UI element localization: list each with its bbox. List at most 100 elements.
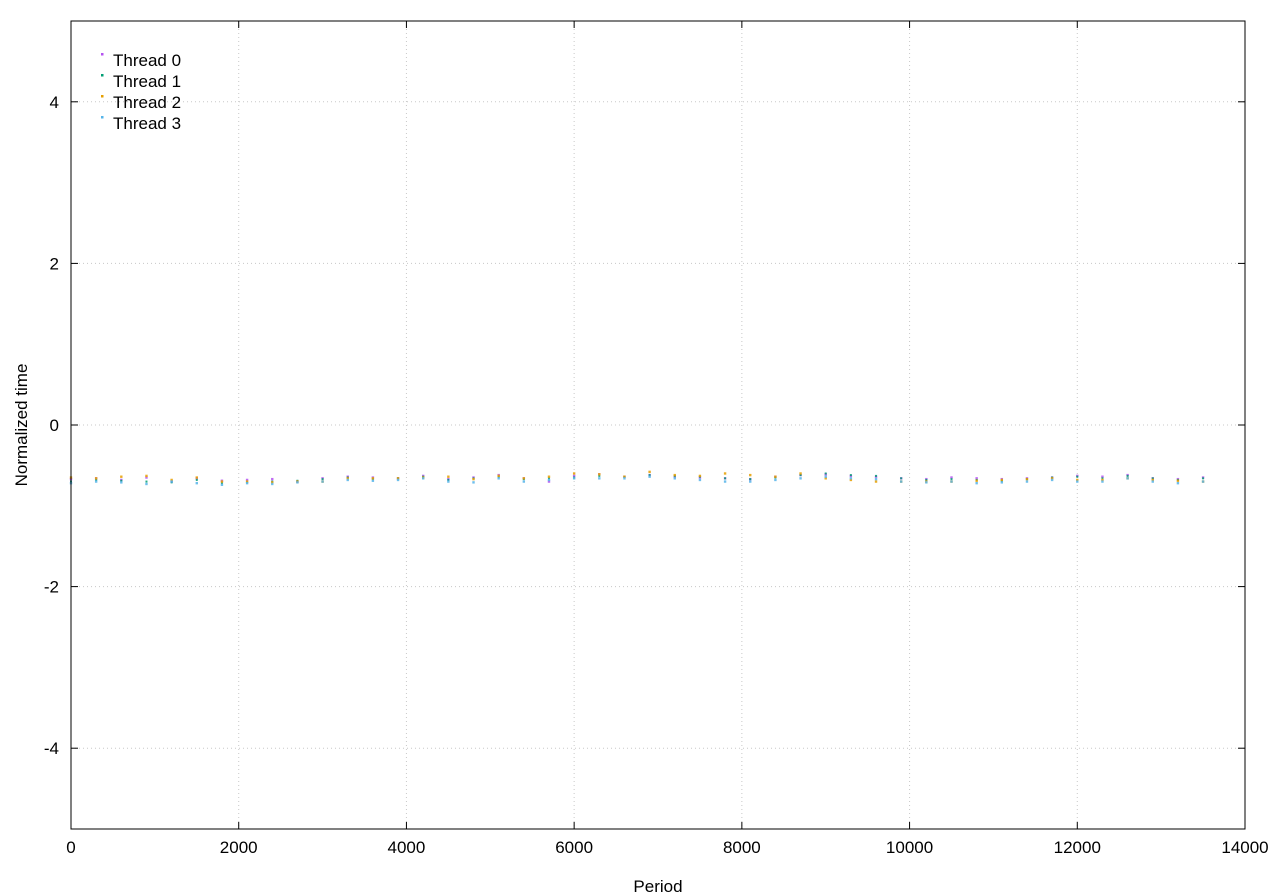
series-thread-1 <box>70 472 1205 485</box>
data-point <box>396 478 400 482</box>
data-point <box>1101 475 1104 478</box>
x-axis-title: Period <box>633 877 682 896</box>
data-point <box>950 476 953 479</box>
data-point <box>648 474 651 477</box>
data-point <box>723 472 727 475</box>
data-point <box>572 477 576 480</box>
data-point <box>774 475 777 478</box>
data-point <box>950 480 953 483</box>
data-point <box>422 477 425 480</box>
axis-ticks: 0 2000 4000 6000 8000 10000 12000 14000 -4 -2 0 2 4 <box>44 21 1269 857</box>
data-point <box>447 475 450 478</box>
data-point <box>371 477 375 480</box>
x-tick-label: 4000 <box>388 838 426 857</box>
data-point <box>824 477 827 480</box>
data-point <box>1076 475 1079 478</box>
data-point <box>321 478 324 481</box>
data-point <box>145 480 148 483</box>
data-point <box>1126 474 1129 477</box>
data-point <box>1201 480 1205 483</box>
data-point <box>497 474 500 478</box>
data-point <box>547 477 550 480</box>
x-tick-label: 8000 <box>723 838 761 857</box>
data-point <box>94 480 98 483</box>
data-point <box>245 481 249 485</box>
legend-label: Thread 1 <box>113 72 181 91</box>
legend-marker <box>101 74 104 77</box>
data-point <box>296 481 299 484</box>
data-point <box>472 477 475 481</box>
legend: Thread 0 Thread 1 Thread 2 Thread 3 <box>101 51 181 133</box>
data-point <box>799 474 802 477</box>
legend-label: Thread 3 <box>113 114 181 133</box>
data-point <box>1101 477 1104 480</box>
data-point <box>220 483 224 486</box>
data-point <box>648 475 651 478</box>
data-point <box>1151 478 1154 482</box>
legend-label: Thread 2 <box>113 93 181 112</box>
data-point <box>447 478 450 481</box>
y-axis-title: Normalized time <box>12 364 31 487</box>
data-point <box>975 479 978 482</box>
y-tick-label: 2 <box>50 254 59 273</box>
data-point <box>698 478 702 482</box>
data-point <box>900 477 903 480</box>
data-point <box>271 482 274 486</box>
data-point <box>220 482 223 485</box>
data-point <box>899 480 903 483</box>
data-point <box>849 474 852 477</box>
data-point <box>346 478 349 482</box>
data-point <box>95 478 98 481</box>
data-point <box>673 477 676 480</box>
data-point <box>1176 479 1180 482</box>
grid <box>71 21 1245 829</box>
data-point <box>195 478 198 481</box>
data-point <box>522 477 526 480</box>
data-point <box>1000 478 1004 482</box>
y-tick-label: 4 <box>50 93 59 112</box>
data-point <box>975 477 978 480</box>
data-point <box>120 479 123 482</box>
data-point <box>145 476 148 479</box>
data-point <box>145 474 148 478</box>
series-thread-2 <box>69 470 1205 484</box>
data-point <box>245 480 249 483</box>
x-tick-label: 2000 <box>220 838 258 857</box>
data-point <box>271 477 274 481</box>
data-point <box>170 480 173 483</box>
data-point <box>875 474 878 477</box>
data-point <box>774 478 777 482</box>
legend-marker <box>101 53 104 56</box>
data-point <box>950 478 953 481</box>
data-point <box>245 478 249 482</box>
x-tick-label: 12000 <box>1054 838 1101 857</box>
data-point <box>799 472 802 475</box>
data-point <box>824 475 827 478</box>
data-point <box>195 481 198 485</box>
data-point <box>1025 480 1029 483</box>
data-point <box>497 477 500 480</box>
data-point <box>1101 478 1104 482</box>
data-point <box>120 475 123 478</box>
data-point <box>547 478 551 482</box>
data-point <box>572 472 576 475</box>
x-tick-label: 6000 <box>555 838 593 857</box>
data-point <box>447 480 450 483</box>
data-point <box>648 470 651 474</box>
data-point <box>1025 477 1029 481</box>
data-point <box>723 480 727 483</box>
data-point <box>547 480 551 483</box>
data-point <box>824 472 827 475</box>
data-point <box>120 481 123 484</box>
data-point <box>1176 481 1180 485</box>
y-tick-label: -4 <box>44 739 59 758</box>
data-point <box>799 477 802 480</box>
data-point <box>1101 480 1104 483</box>
data-point <box>849 478 853 482</box>
series-thread-3 <box>69 475 1205 486</box>
data-point <box>1151 480 1154 483</box>
data-point <box>1076 478 1079 482</box>
data-point <box>396 477 400 480</box>
series-thread-0 <box>69 473 1205 483</box>
data-point <box>220 480 224 483</box>
